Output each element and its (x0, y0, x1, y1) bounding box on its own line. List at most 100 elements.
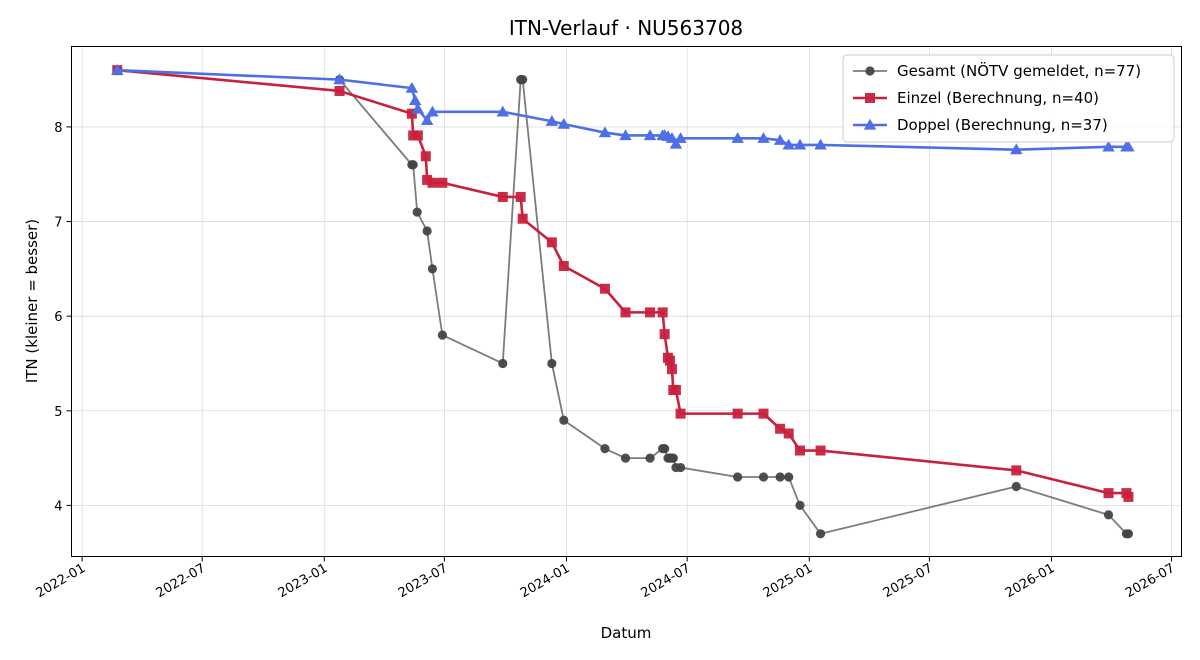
data-point-doppel (757, 132, 770, 143)
data-point-gesamt (675, 462, 686, 473)
series-layer (111, 63, 1135, 539)
data-point-gesamt (600, 444, 610, 454)
data-point-doppel (773, 133, 787, 145)
data-point-einzel (620, 307, 631, 318)
data-point-einzel (437, 177, 448, 188)
data-point-doppel (557, 117, 571, 129)
y-tick-label: 6 (54, 310, 62, 325)
data-point-doppel (408, 94, 422, 106)
data-point-doppel (496, 105, 509, 117)
data-point-gesamt (815, 529, 826, 539)
legend-label: Doppel (Berechnung, n=37) (897, 116, 1108, 134)
data-point-doppel (333, 73, 346, 85)
legend-marker (865, 66, 875, 76)
data-point-gesamt (645, 453, 655, 463)
data-point-doppel (674, 132, 687, 143)
data-point-einzel (732, 408, 743, 419)
data-point-gesamt (518, 75, 528, 85)
data-point-doppel (545, 115, 559, 126)
data-point-doppel (782, 138, 795, 150)
y-axis: 4 5 6 7 8 (54, 121, 72, 514)
legend-label: Gesamt (NÖTV gemeldet, n=77) (897, 61, 1141, 80)
data-point-einzel (758, 408, 769, 419)
legend-box (842, 54, 1175, 143)
data-point-gesamt (547, 358, 557, 369)
data-point-doppel (1010, 143, 1023, 155)
data-point-doppel (411, 102, 425, 114)
data-point-doppel (793, 138, 807, 150)
data-point-gesamt (733, 472, 743, 482)
data-point-doppel (643, 129, 657, 141)
data-point-gesamt (620, 453, 631, 463)
y-tick-label: 8 (54, 121, 62, 136)
plot-frame (71, 46, 1182, 557)
legend-item-gesamt: Gesamt (NÖTV gemeldet, n=77) (853, 61, 1141, 80)
y-tick-label: 7 (54, 216, 62, 231)
data-point-einzel (546, 237, 557, 248)
data-point-einzel (664, 355, 675, 366)
data-point-einzel (666, 364, 677, 375)
data-point-einzel (783, 428, 794, 439)
data-point-einzel (1123, 491, 1134, 502)
data-point-doppel (1122, 140, 1135, 152)
data-point-gesamt (668, 453, 678, 463)
data-point-doppel (598, 126, 612, 138)
y-tick-label: 5 (54, 405, 62, 420)
data-point-gesamt (1123, 529, 1134, 539)
data-point-gesamt (758, 472, 769, 482)
data-point-einzel (599, 283, 610, 294)
data-point-gesamt (437, 330, 447, 340)
data-point-gesamt (660, 444, 670, 454)
data-point-gesamt (498, 358, 508, 369)
data-point-einzel (794, 445, 805, 456)
data-point-gesamt (1011, 481, 1021, 492)
data-point-doppel (1102, 140, 1115, 152)
data-point-einzel (659, 329, 670, 340)
data-point-einzel (670, 384, 681, 395)
data-point-einzel (412, 130, 423, 141)
series-gesamt (112, 65, 1134, 539)
x-axis-title: Datum (601, 624, 652, 642)
data-point-einzel (657, 307, 668, 318)
data-point-einzel (406, 108, 417, 119)
data-point-einzel (517, 213, 528, 224)
data-point-einzel (420, 151, 431, 162)
data-point-einzel (515, 191, 526, 202)
data-point-gesamt (427, 264, 438, 274)
data-point-einzel (427, 177, 438, 188)
data-point-doppel (731, 132, 744, 143)
data-point-gesamt (412, 207, 422, 217)
data-point-doppel (420, 114, 434, 125)
legend-item-doppel: Doppel (Berechnung, n=37) (853, 116, 1108, 134)
legend-label: Einzel (Berechnung, n=40) (897, 89, 1099, 107)
data-point-einzel (422, 174, 433, 185)
data-point-gesamt (1103, 510, 1114, 520)
data-point-doppel (111, 63, 124, 75)
data-point-doppel (426, 105, 439, 117)
data-point-gesamt (408, 160, 418, 170)
data-point-gesamt (559, 415, 569, 425)
data-point-gesamt (784, 472, 794, 482)
data-point-gesamt (795, 500, 805, 511)
data-point-einzel (558, 261, 569, 272)
legend: Gesamt (NÖTV gemeldet, n=77) Einzel (Bere… (842, 54, 1175, 143)
data-point-gesamt (775, 472, 785, 482)
data-point-einzel (1011, 465, 1022, 476)
y-tick-label: 4 (54, 499, 62, 514)
data-point-einzel (815, 445, 826, 456)
data-point-einzel (775, 423, 786, 434)
data-point-einzel (497, 191, 508, 202)
legend-marker (865, 93, 875, 103)
data-point-einzel (645, 307, 656, 318)
legend-item-einzel: Einzel (Berechnung, n=40) (853, 89, 1099, 107)
data-point-einzel (1103, 488, 1114, 499)
data-point-doppel (669, 137, 683, 149)
legend-marker (863, 118, 877, 130)
data-point-einzel (334, 85, 345, 96)
data-point-gesamt (422, 226, 432, 236)
data-point-doppel (405, 81, 419, 93)
chart-title: ITN-Verlauf · NU563708 (509, 16, 743, 40)
data-point-doppel (814, 138, 827, 150)
series-doppel (111, 63, 1135, 155)
